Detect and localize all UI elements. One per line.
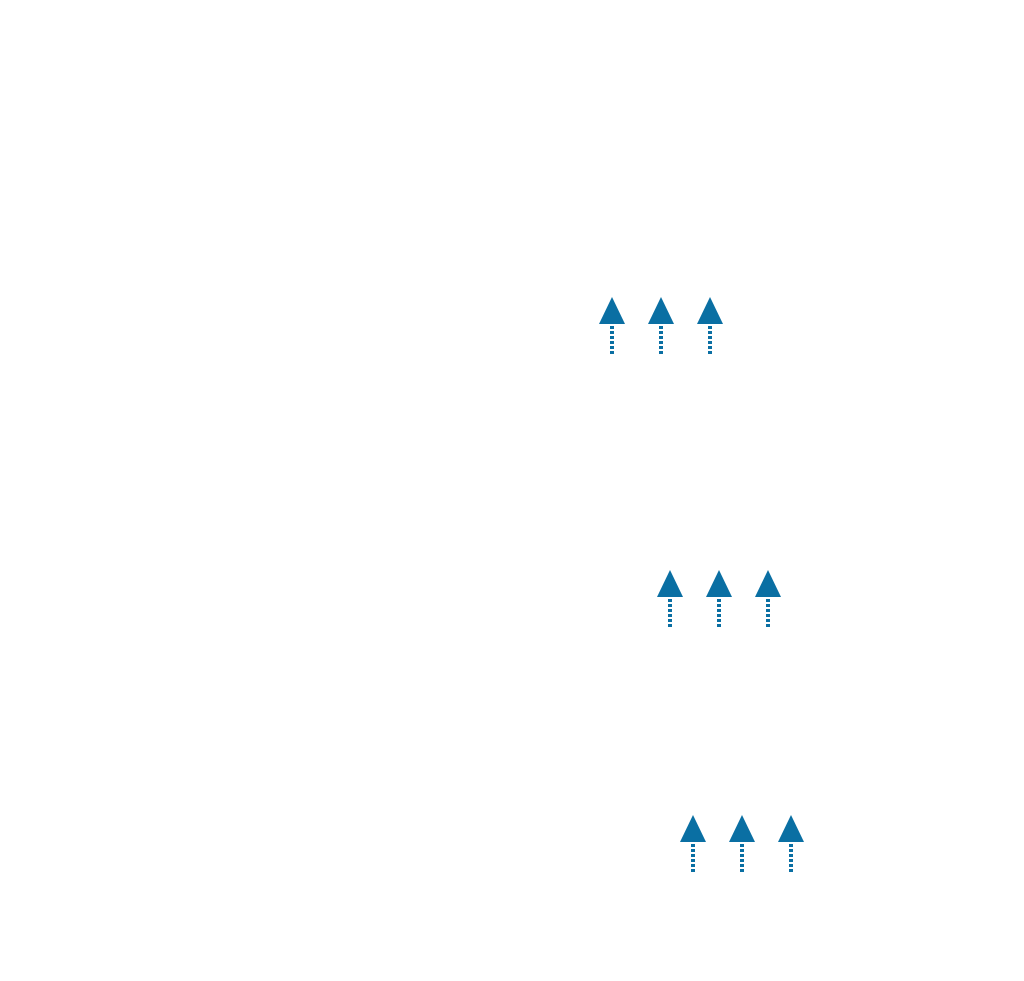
arrow-head [755,570,781,597]
arrow-group-top [599,297,723,356]
dotted-up-arrow-icon [755,570,781,629]
arrow-group-middle [657,570,781,629]
arrow-head [648,297,674,324]
arrow-head [729,815,755,842]
dotted-up-arrow-icon [680,815,706,874]
dotted-up-arrow-icon [697,297,723,356]
dotted-up-arrow-icon [729,815,755,874]
dotted-up-arrow-icon [706,570,732,629]
arrows-layer [599,297,804,874]
arrow-group-bottom [680,815,804,874]
dotted-up-arrow-icon [657,570,683,629]
arrow-head [778,815,804,842]
arrow-head [657,570,683,597]
arrow-head [680,815,706,842]
dotted-up-arrow-icon [599,297,625,356]
dotted-up-arrow-icon [778,815,804,874]
arrow-head [697,297,723,324]
dotted-up-arrow-icon [648,297,674,356]
arrow-head [706,570,732,597]
arrow-head [599,297,625,324]
